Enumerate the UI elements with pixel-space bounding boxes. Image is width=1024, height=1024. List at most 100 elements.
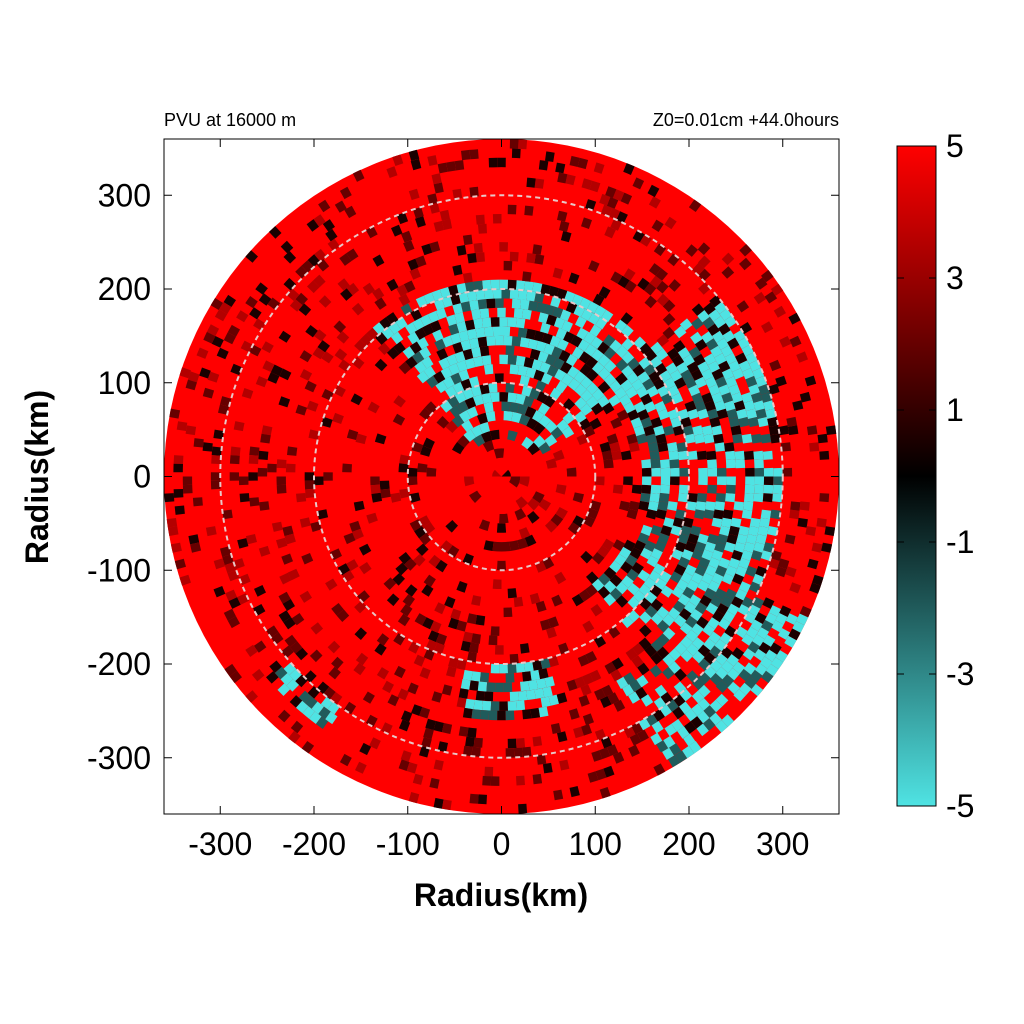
field-cell (270, 364, 283, 377)
field-cell (532, 282, 543, 294)
field-cell (524, 406, 537, 419)
field-cell (590, 336, 603, 349)
field-cell (505, 748, 515, 758)
field-cell (671, 354, 685, 367)
field-cell (697, 698, 711, 711)
field-cell (710, 595, 723, 608)
field-cell (362, 691, 375, 704)
field-cell (488, 157, 498, 168)
field-cell (567, 365, 580, 379)
field-cell (644, 540, 657, 552)
field-cell (644, 349, 658, 362)
field-cell (565, 354, 578, 367)
field-cell (721, 714, 734, 727)
field-cell (735, 459, 746, 469)
colorbar-tick-label: 1 (946, 392, 964, 428)
field-cell (715, 693, 729, 707)
field-cell (517, 537, 529, 550)
field-cell (714, 353, 727, 365)
field-cell (451, 414, 465, 428)
field-cell (714, 301, 727, 314)
field-cell (398, 361, 412, 375)
field-cell (476, 412, 488, 425)
field-cell (278, 591, 291, 604)
field-cell (503, 682, 513, 693)
field-cell (597, 545, 610, 558)
field-cell (650, 459, 661, 469)
field-cell (674, 377, 687, 389)
field-cell (645, 509, 658, 520)
field-cell (302, 706, 315, 719)
field-cell (650, 417, 663, 428)
field-cell (304, 472, 314, 481)
field-cell (355, 433, 367, 445)
field-cell (325, 228, 338, 242)
field-cell (427, 630, 440, 643)
field-cell (515, 355, 526, 367)
field-cell (691, 392, 704, 404)
field-cell (488, 382, 498, 393)
field-cell (278, 330, 291, 343)
field-cell (440, 366, 453, 380)
field-cell (650, 525, 663, 536)
field-cell (785, 613, 798, 625)
field-cell (608, 394, 621, 407)
field-cell (372, 254, 385, 267)
field-cell (629, 679, 642, 692)
field-cell (754, 277, 768, 290)
field-cell (819, 493, 830, 503)
field-cell (478, 422, 490, 434)
field-cell (284, 634, 298, 648)
field-cell (704, 541, 716, 553)
field-cell (705, 501, 716, 511)
field-cell (379, 480, 390, 490)
field-cell (462, 348, 474, 361)
field-cell (656, 633, 670, 646)
field-cell (452, 442, 465, 455)
field-cell (522, 671, 532, 682)
field-cell (386, 278, 399, 292)
field-cell (309, 711, 322, 724)
field-cell (647, 441, 659, 452)
field-cell (422, 617, 434, 630)
field-cell (597, 381, 611, 394)
field-cell (770, 509, 781, 520)
field-cell (715, 376, 728, 388)
field-cell (761, 269, 774, 283)
field-cell (757, 525, 769, 537)
field-cell (637, 371, 651, 384)
field-cell (679, 467, 689, 477)
field-cell (711, 549, 724, 561)
field-cell (492, 469, 502, 477)
field-cell (431, 289, 443, 302)
field-cell (304, 380, 317, 393)
field-cell (540, 658, 551, 670)
field-cell (351, 302, 365, 316)
field-cell (327, 640, 341, 654)
field-cell (624, 280, 637, 293)
field-cell (545, 151, 555, 162)
field-cell (557, 731, 568, 743)
field-cell (632, 177, 645, 190)
field-cell (707, 484, 717, 494)
field-cell (650, 598, 664, 612)
field-cell (515, 496, 528, 509)
field-cell (741, 596, 754, 609)
field-cell (421, 584, 434, 597)
field-cell (579, 403, 593, 416)
field-cell (584, 343, 597, 357)
field-cell (744, 450, 754, 460)
field-cell (650, 341, 664, 355)
field-cell (430, 320, 442, 333)
field-cell (592, 293, 605, 306)
field-cell (743, 542, 756, 553)
field-cell (755, 408, 767, 419)
field-cell (641, 467, 652, 477)
field-cell (483, 540, 494, 551)
field-cell (344, 205, 357, 219)
field-cell (199, 367, 211, 379)
field-cell (509, 402, 520, 413)
field-cell (606, 433, 619, 445)
field-cell (374, 297, 387, 310)
field-cell (717, 476, 727, 486)
